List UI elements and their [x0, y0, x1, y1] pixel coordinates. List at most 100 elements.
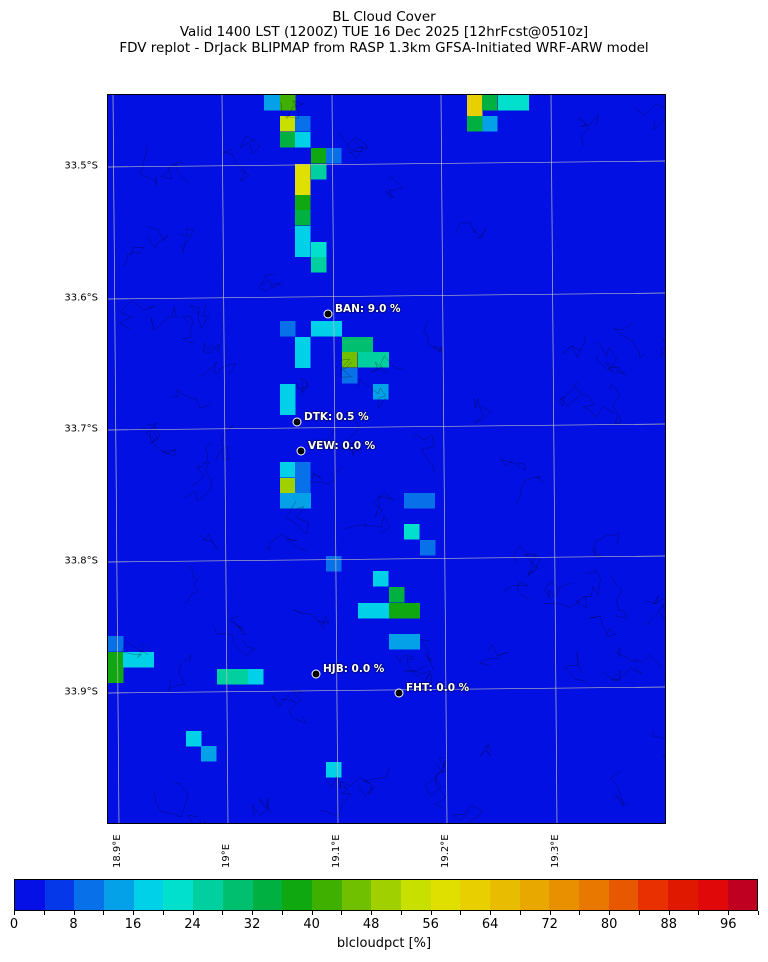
longitude-gridline [222, 95, 228, 824]
terrain-contour [480, 743, 491, 757]
terrain-contour [475, 398, 492, 423]
terrain-contour [455, 223, 487, 238]
colorbar-swatch [163, 880, 193, 910]
colorbar-tick [103, 911, 104, 915]
colorbar-swatch [490, 880, 520, 910]
station-marker [293, 418, 302, 427]
terrain-contour [414, 434, 435, 472]
terrain-contour [652, 730, 666, 757]
longitude-label: 19°E [221, 844, 232, 868]
latitude-label: 33.5°S [64, 161, 98, 172]
terrain-contour [200, 534, 217, 550]
terrain-contour [563, 336, 585, 357]
cloud-cell [295, 226, 311, 257]
colorbar-tick [222, 911, 223, 915]
latitude-label: 33.6°S [64, 293, 98, 304]
terrain-contour [606, 363, 626, 375]
colorbar-swatch [45, 880, 75, 910]
terrain-contour [661, 335, 666, 357]
station-label: FHT: 0.0 % [406, 682, 469, 694]
longitude-gridline [332, 95, 338, 824]
cloud-cell [280, 478, 296, 494]
terrain-contour [611, 771, 628, 806]
colorbar-label: blcloudpct [%] [0, 936, 768, 952]
terrain-contour [172, 389, 210, 408]
colorbar-tick [282, 911, 283, 915]
station-label: BAN: 9.0 % [335, 303, 401, 315]
cloud-cell [326, 148, 342, 164]
colorbar-tick-label: 72 [541, 917, 558, 932]
terrain-contour [311, 466, 342, 484]
colorbar-tick [341, 911, 342, 915]
terrain-contour [610, 384, 621, 424]
terrain-contour [479, 644, 508, 665]
cloud-cell [342, 337, 373, 353]
terrain-contour [504, 582, 530, 600]
cloud-cell [280, 384, 296, 415]
colorbar-tick [371, 911, 372, 915]
cloud-cell [482, 116, 498, 132]
terrain-contour [386, 177, 403, 199]
terrain-contour [147, 226, 168, 247]
terrain-contour [593, 533, 619, 557]
cloud-cell [326, 762, 342, 778]
colorbar-tick [758, 911, 759, 915]
longitude-gridline [441, 95, 447, 824]
colorbar-tick [698, 911, 699, 915]
terrain-contour [583, 569, 601, 597]
colorbar-tick [639, 911, 640, 915]
terrain-contour [188, 815, 204, 824]
colorbar-swatch [609, 880, 639, 910]
terrain-contour [610, 574, 626, 618]
longitude-gridline [113, 95, 119, 824]
cloud-cell [280, 132, 296, 148]
terrain-contour [596, 342, 617, 370]
latitude-label: 33.9°S [64, 687, 98, 698]
cloud-cell [311, 242, 327, 258]
terrain-contour [574, 385, 615, 417]
terrain-contour [345, 516, 390, 534]
terrain-contour [634, 104, 666, 129]
cloud-cell [311, 321, 342, 337]
terrain-contour [213, 626, 255, 656]
terrain-contour [120, 300, 155, 329]
colorbar-swatch [15, 880, 45, 910]
terrain-contour [273, 695, 296, 707]
terrain-contour [180, 229, 194, 253]
terrain-contour [146, 424, 160, 444]
colorbar-tick-label: 32 [244, 917, 261, 932]
cloud-cell [186, 731, 202, 747]
cloud-cell [295, 462, 311, 493]
cloud-cell [498, 95, 529, 111]
terrain-contour [326, 777, 369, 788]
terrain-contour [559, 382, 581, 407]
terrain-contour [296, 378, 308, 395]
colorbar-tick-label: 80 [601, 917, 618, 932]
cloud-cell [280, 116, 296, 132]
terrain-contour [421, 639, 433, 669]
cloud-cell [389, 634, 420, 650]
title-line2: Valid 1400 LST (1200Z) TUE 16 Dec 2025 [… [0, 24, 768, 40]
cloud-cell [420, 540, 436, 556]
terrain-contour [435, 757, 447, 809]
colorbar-swatch [668, 880, 698, 910]
terrain-contour [230, 616, 247, 635]
colorbar-swatch [401, 880, 431, 910]
colorbar-swatch [342, 880, 372, 910]
terrain-contour [252, 798, 271, 817]
terrain-contour [544, 597, 587, 609]
cloud-cell [108, 652, 124, 683]
colorbar-tick [579, 911, 580, 915]
cloud-cell [295, 337, 311, 368]
terrain-contour [168, 655, 191, 691]
terrain-contour [374, 492, 394, 516]
station-label: VEW: 0.0 % [308, 440, 375, 452]
colorbar-swatch [728, 880, 758, 910]
colorbar-swatch [282, 880, 312, 910]
colorbar-tick [14, 911, 15, 915]
colorbar-tick [252, 911, 253, 915]
cloud-cell [295, 210, 311, 226]
cloud-cell [311, 148, 327, 164]
colorbar-tick-label: 40 [303, 917, 320, 932]
cloud-cell [358, 352, 389, 368]
